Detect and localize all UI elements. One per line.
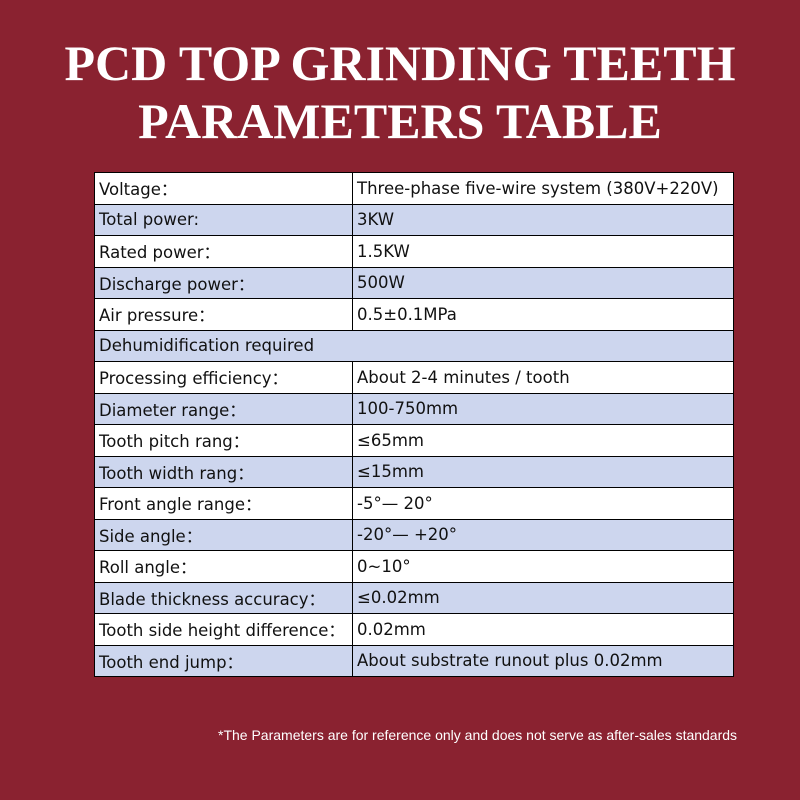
table-row: Tooth end jump： About substrate runout pl… bbox=[94, 644, 734, 677]
table-row: Rated power： 1.5KW bbox=[94, 235, 734, 268]
parameter-name: Roll angle： bbox=[94, 550, 353, 583]
parameter-name: Tooth pitch rang： bbox=[94, 424, 353, 457]
parameter-name: Front angle range： bbox=[94, 487, 353, 520]
parameter-name: Tooth side height difference： bbox=[94, 613, 353, 646]
parameter-value: 0~10° bbox=[352, 550, 734, 583]
parameter-value: ≤15mm bbox=[352, 455, 734, 488]
parameter-name: Rated power： bbox=[94, 235, 353, 268]
parameters-table: Voltage： Three-phase five-wire system (38… bbox=[94, 172, 734, 677]
parameter-name: Processing efficiency： bbox=[94, 361, 353, 394]
table-row: Tooth pitch rang： ≤65mm bbox=[94, 424, 734, 457]
parameter-name: Tooth width rang： bbox=[94, 455, 353, 488]
parameter-name: Air pressure： bbox=[94, 298, 353, 331]
table-row: Side angle： -20°— +20° bbox=[94, 518, 734, 551]
table-row: Processing efficiency： About 2-4 minutes … bbox=[94, 361, 734, 394]
parameter-name: Total power: bbox=[94, 203, 353, 236]
parameter-value: 3KW bbox=[352, 203, 734, 236]
parameter-value: About 2-4 minutes / tooth bbox=[352, 361, 734, 394]
table-row: Front angle range： -5°— 20° bbox=[94, 487, 734, 520]
parameter-value: -5°— 20° bbox=[352, 487, 734, 520]
table-row: Discharge power： 500W bbox=[94, 266, 734, 299]
table-row: Total power: 3KW bbox=[94, 203, 734, 236]
parameter-name: Tooth end jump： bbox=[94, 644, 353, 677]
parameter-value: Three-phase five-wire system (380V+220V) bbox=[352, 172, 734, 205]
parameter-value: 0.02mm bbox=[352, 613, 734, 646]
parameter-name: Voltage： bbox=[94, 172, 353, 205]
table-row: Air pressure： 0.5±0.1MPa bbox=[94, 298, 734, 331]
table-row: Diameter range： 100-750mm bbox=[94, 392, 734, 425]
table-row: Voltage： Three-phase five-wire system (38… bbox=[94, 172, 734, 205]
table-row: Dehumidification required bbox=[94, 329, 734, 362]
footnote: *The Parameters are for reference only a… bbox=[218, 727, 738, 743]
title-line: PARAMETERS TABLE bbox=[138, 93, 662, 149]
parameter-value: 0.5±0.1MPa bbox=[352, 298, 734, 331]
parameter-value: About substrate runout plus 0.02mm bbox=[352, 644, 734, 677]
parameter-value: -20°— +20° bbox=[352, 518, 734, 551]
table-row: Tooth width rang： ≤15mm bbox=[94, 455, 734, 488]
table-row: Tooth side height difference： 0.02mm bbox=[94, 613, 734, 646]
table-row: Roll angle： 0~10° bbox=[94, 550, 734, 583]
parameter-value: 1.5KW bbox=[352, 235, 734, 268]
parameter-value: 100-750mm bbox=[352, 392, 734, 425]
parameter-value: ≤65mm bbox=[352, 424, 734, 457]
parameter-name: Side angle： bbox=[94, 518, 353, 551]
parameter-name: Dehumidification required bbox=[94, 329, 734, 362]
title: PCD TOP GRINDING TEETH PARAMETERS TABLE bbox=[0, 34, 800, 150]
parameter-name: Blade thickness accuracy： bbox=[94, 581, 353, 614]
parameter-name: Diameter range： bbox=[94, 392, 353, 425]
table-row: Blade thickness accuracy： ≤0.02mm bbox=[94, 581, 734, 614]
title-line: PCD TOP GRINDING TEETH bbox=[64, 35, 736, 91]
parameter-name: Discharge power： bbox=[94, 266, 353, 299]
parameter-value: ≤0.02mm bbox=[352, 581, 734, 614]
parameter-value: 500W bbox=[352, 266, 734, 299]
